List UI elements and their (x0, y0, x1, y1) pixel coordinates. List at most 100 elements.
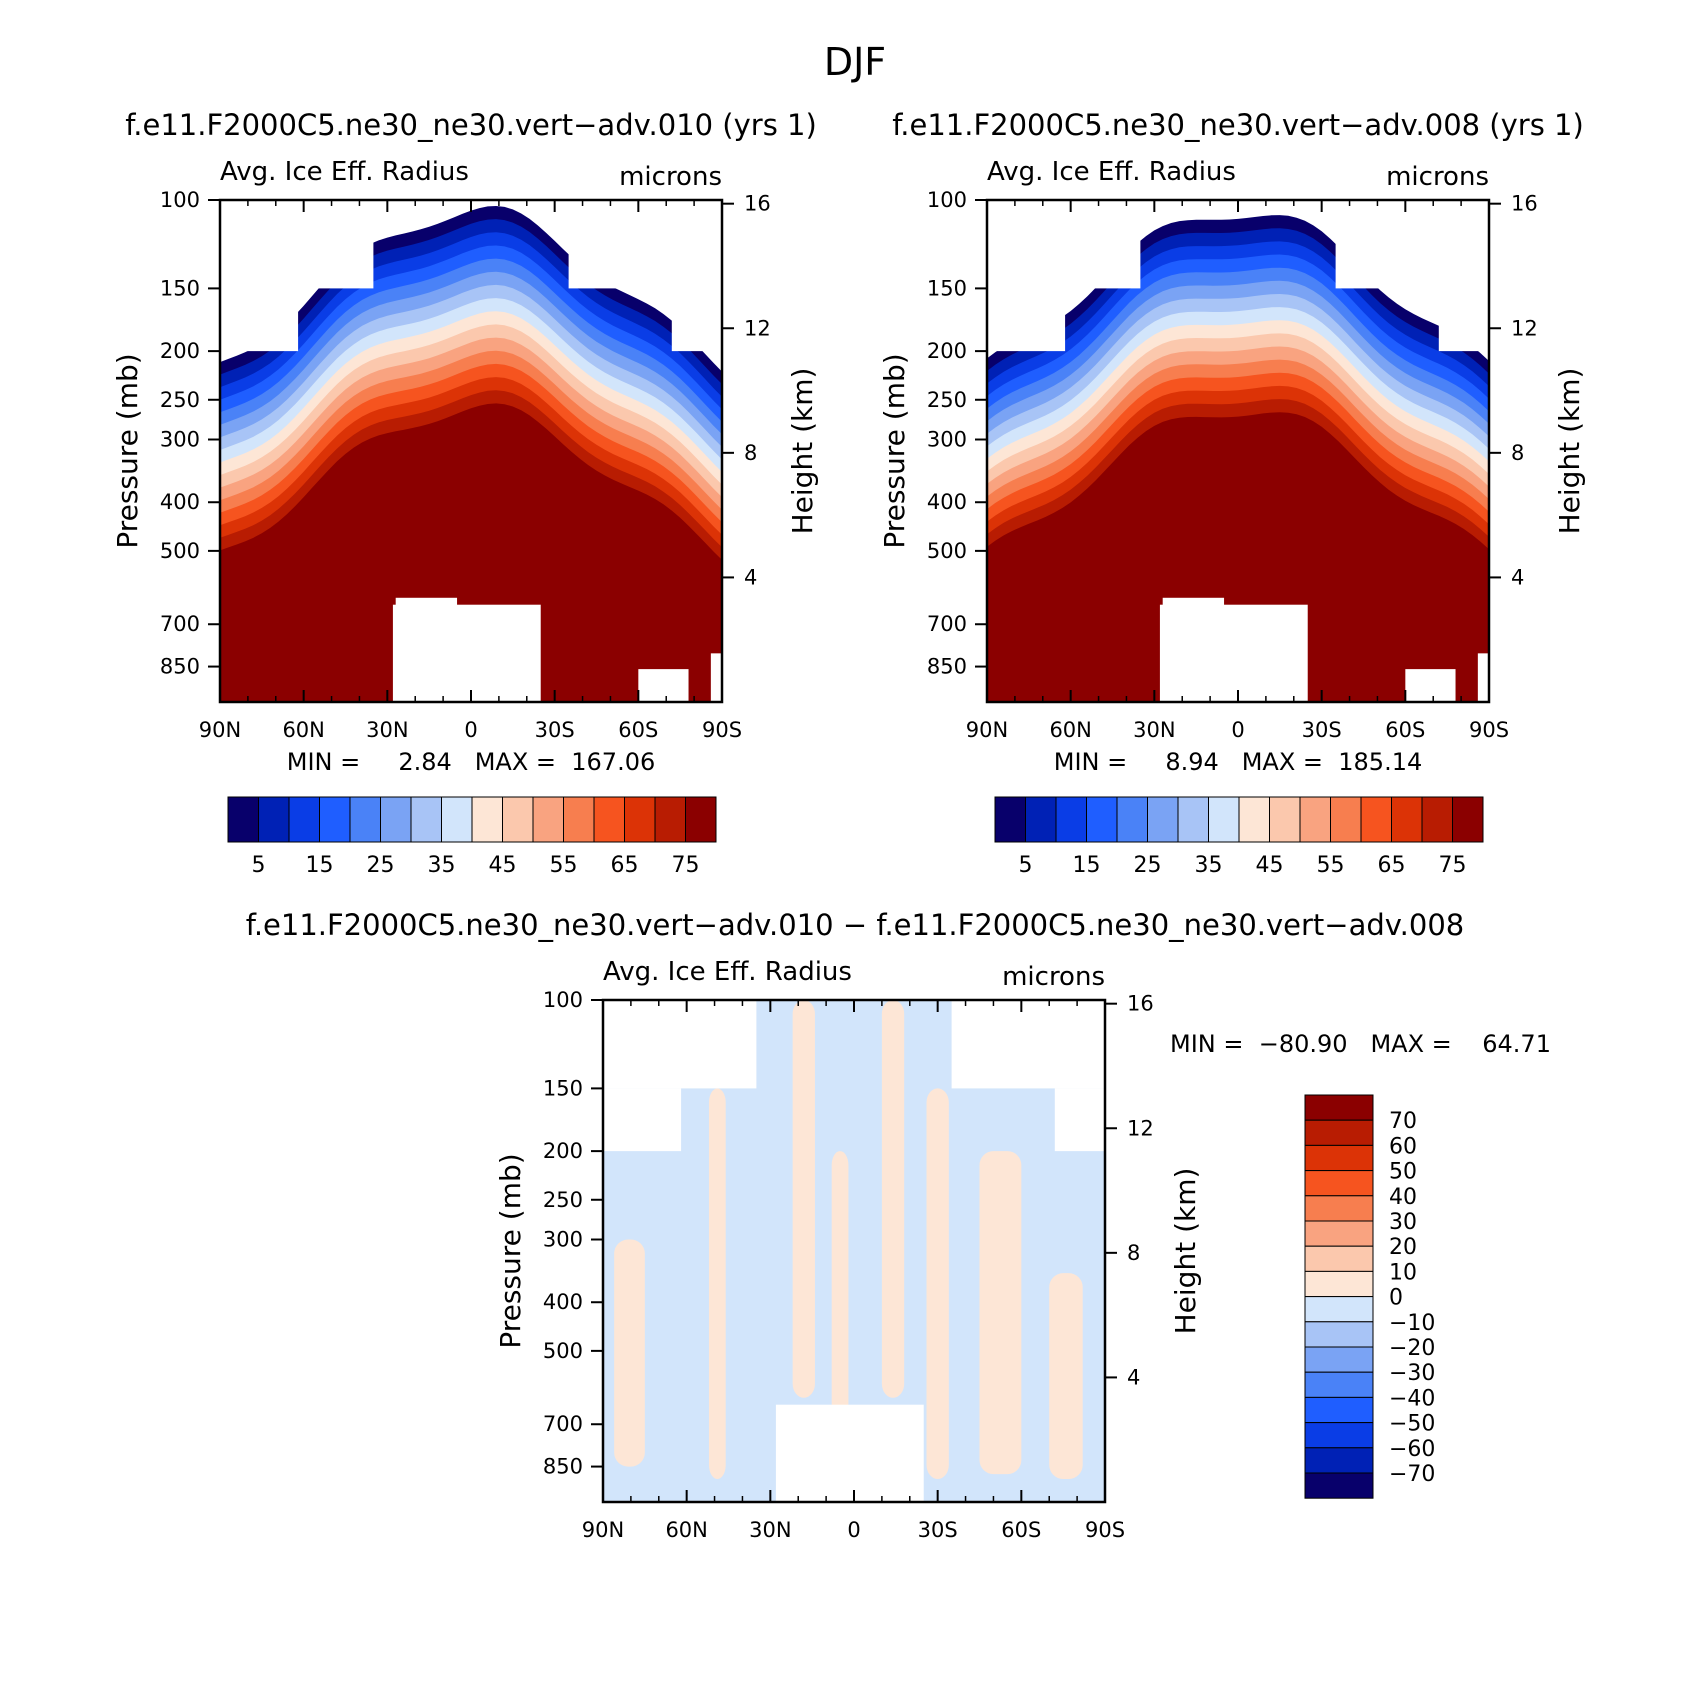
colorbar-swatch (1055, 796, 1087, 843)
panel-left-y2-axis-title: Height (km) (786, 368, 819, 535)
missing-data-mask (392, 604, 541, 702)
colorbar-swatch (1304, 1144, 1374, 1172)
diff-positive-band (926, 1088, 949, 1480)
colorbar-label: 20 (1389, 1235, 1417, 1260)
y2-tick-label: 4 (1127, 1365, 1140, 1389)
colorbar-label: 15 (1073, 853, 1101, 878)
diff-positive-band (979, 1151, 1022, 1475)
colorbar-label: −40 (1389, 1386, 1435, 1411)
diff-positive-band (881, 1000, 905, 1398)
colorbar-swatch (1147, 796, 1179, 843)
panel-left-title: f.e11.F2000C5.ne30_ne30.vert−adv.010 (yr… (125, 108, 817, 142)
x-tick-label: 30N (749, 1518, 791, 1542)
x-tick-label: 0 (1231, 718, 1244, 742)
y-tick-label: 150 (543, 1076, 583, 1100)
x-tick-label: 30S (918, 1518, 958, 1542)
y2-tick-label: 16 (744, 192, 771, 216)
x-tick-label: 30N (366, 718, 408, 742)
diff-positive-band (614, 1239, 645, 1467)
missing-data-mask (603, 1000, 757, 1089)
y-tick-label: 250 (927, 388, 967, 412)
colorbar-label: −20 (1389, 1336, 1435, 1361)
panel-right-y-axis-title: Pressure (mb) (878, 353, 911, 548)
missing-data-mask (710, 653, 722, 702)
colorbar-label: 35 (1195, 853, 1223, 878)
x-tick-label: 60S (1001, 1518, 1041, 1542)
figure-title: DJF (824, 40, 886, 84)
colorbar-swatch (1304, 1396, 1374, 1424)
panel-difference-axes: 90N 60N 30N 0 30S 60S 90S 100 150 200 250 300 400 500… (543, 988, 1154, 1542)
colorbar-label: −70 (1389, 1462, 1435, 1487)
colorbar-swatch (1304, 1220, 1374, 1247)
colorbar-swatch (1330, 796, 1362, 843)
colorbar-swatch (1177, 796, 1209, 843)
colorbar-swatch (349, 796, 381, 843)
x-tick-label: 60N (665, 1518, 707, 1542)
colorbar-label: 55 (550, 853, 578, 878)
colorbar-swatch (1304, 1472, 1374, 1499)
missing-data-mask (1477, 653, 1489, 702)
panel-right-min-max: MIN = 8.94 MAX = 185.14 (1054, 748, 1422, 776)
missing-data-mask (671, 288, 722, 352)
y-tick-label: 200 (927, 339, 967, 363)
colorbar-swatch (1269, 796, 1301, 843)
y-tick-label: 100 (160, 188, 200, 212)
colorbar-swatch (1304, 1321, 1374, 1348)
y-tick-label: 100 (927, 188, 967, 212)
colorbar-swatch (1304, 1270, 1374, 1298)
y-tick-label: 500 (160, 539, 200, 563)
colorbar-swatch (1304, 1170, 1374, 1197)
missing-data-mask (1054, 1088, 1105, 1152)
colorbar-label: 0 (1389, 1286, 1403, 1311)
missing-data-mask (987, 200, 1141, 289)
colorbar-swatch (1299, 796, 1331, 843)
x-tick-label: 30S (535, 718, 575, 742)
panel-left-variable-label: Avg. Ice Eff. Radius (220, 157, 469, 187)
x-tick-label: 90S (702, 718, 742, 742)
y-tick-label: 700 (543, 1412, 583, 1436)
panel-left-contour (220, 200, 722, 702)
missing-data-mask (1335, 200, 1489, 289)
panel-right-axes: 90N 60N 30N 0 30S 60S 90S 100 150 200 250 300 400 500… (927, 188, 1538, 742)
y-tick-label: 200 (160, 339, 200, 363)
y-tick-label: 300 (927, 428, 967, 452)
colorbar-swatch (1086, 796, 1118, 843)
colorbar-label: −30 (1389, 1361, 1435, 1386)
colorbar-label: 30 (1389, 1210, 1417, 1235)
x-tick-label: 90N (966, 718, 1008, 742)
colorbar-label: 25 (1134, 853, 1162, 878)
colorbar-label: 15 (306, 853, 334, 878)
colorbar-swatch (227, 796, 259, 843)
y2-tick-label: 4 (1511, 565, 1524, 589)
colorbar-label: 75 (672, 853, 700, 878)
y-tick-label: 150 (160, 276, 200, 300)
colorbar-label: 65 (1378, 853, 1406, 878)
y-tick-label: 500 (927, 539, 967, 563)
colorbar-swatch (1304, 1094, 1374, 1121)
colorbar-label: 50 (1389, 1160, 1417, 1185)
colorbar-swatch (1304, 1371, 1374, 1398)
missing-data-mask (775, 1404, 924, 1502)
y-tick-label: 850 (927, 655, 967, 679)
colorbar-swatch (1304, 1119, 1374, 1146)
diff-positive-band (792, 1000, 815, 1398)
colorbar-label: 70 (1389, 1109, 1417, 1134)
colorbar-swatch (1421, 796, 1453, 843)
colorbar-label: 35 (428, 853, 456, 878)
y-tick-label: 400 (543, 1290, 583, 1314)
missing-data-mask (568, 200, 722, 289)
colorbar-swatch (994, 796, 1026, 843)
x-tick-label: 0 (464, 718, 477, 742)
panel-difference-title: f.e11.F2000C5.ne30_ne30.vert−adv.010 − f… (246, 908, 1465, 942)
panel-difference-y-axis-title: Pressure (mb) (494, 1153, 527, 1348)
panel-right-variable-label: Avg. Ice Eff. Radius (987, 157, 1236, 187)
y2-tick-label: 12 (744, 316, 771, 340)
colorbar-swatch (1304, 1296, 1374, 1323)
colorbar-swatch (1391, 796, 1423, 843)
x-tick-label: 90N (199, 718, 241, 742)
missing-data-mask (220, 200, 374, 289)
colorbar-swatch (441, 796, 473, 843)
panel-difference-y2-axis-title: Height (km) (1169, 1168, 1202, 1335)
x-tick-label: 30N (1133, 718, 1175, 742)
